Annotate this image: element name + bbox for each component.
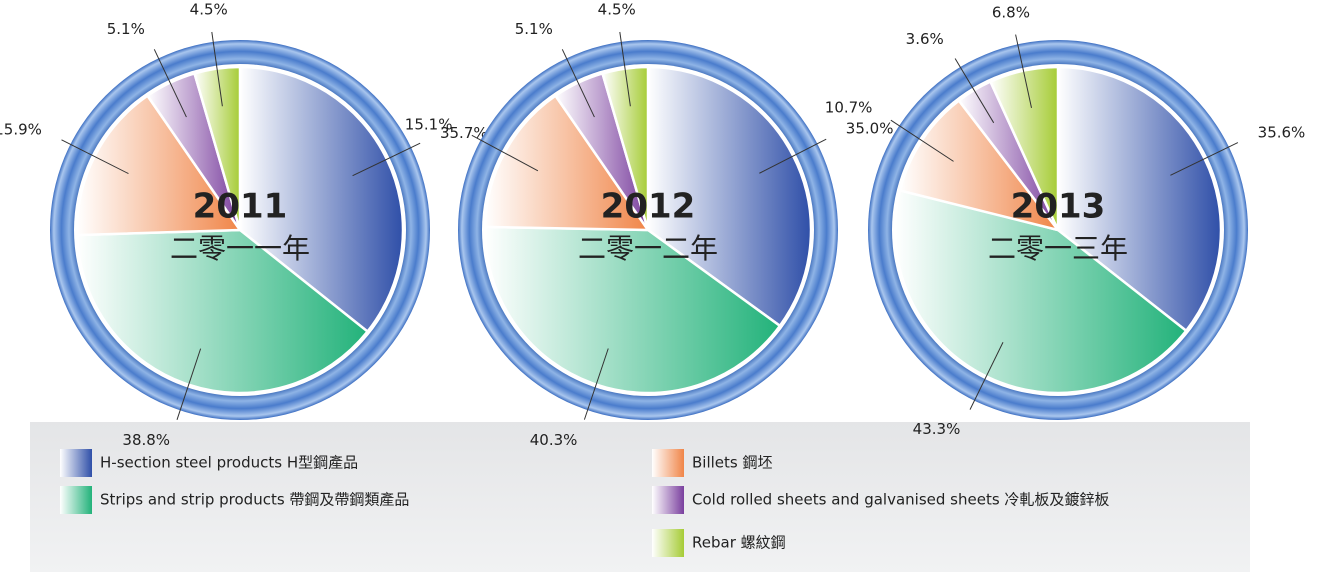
value-label: 4.5% <box>598 1 636 19</box>
value-label: 10.7% <box>825 99 873 117</box>
pie-subtitle: 二零一一年 <box>170 232 310 265</box>
pie-title: 2012 <box>601 187 696 227</box>
leader-line <box>954 58 995 124</box>
leader-line <box>1170 142 1239 176</box>
legend-label: Cold rolled sheets and galvanised sheets… <box>692 491 1109 509</box>
legend-label: H-section steel products H型鋼產品 <box>100 454 358 472</box>
value-label: 35.0% <box>846 120 894 138</box>
legend-box <box>30 422 1250 572</box>
legend-label: Billets 鋼坯 <box>692 454 773 472</box>
pie-subtitle: 二零一三年 <box>988 232 1128 265</box>
leader-line <box>471 134 539 172</box>
value-label: 43.3% <box>913 420 961 438</box>
value-label: 15.1% <box>405 115 453 133</box>
legend-swatch <box>60 449 92 477</box>
value-label: 5.1% <box>107 20 145 38</box>
value-label: 6.8% <box>992 4 1030 22</box>
value-label: 15.9% <box>0 120 42 138</box>
leader-line <box>969 342 1004 410</box>
legend-swatch <box>652 529 684 557</box>
leader-line <box>759 138 827 174</box>
leader-line <box>352 142 421 177</box>
leader-line <box>619 31 631 107</box>
leader-line <box>153 49 187 118</box>
legend-swatch <box>652 449 684 477</box>
leader-line <box>890 119 954 162</box>
leader-line <box>176 348 202 420</box>
legend-label: Rebar 螺紋鋼 <box>692 534 786 552</box>
legend-swatch <box>652 486 684 514</box>
value-label: 3.6% <box>906 30 944 48</box>
value-label: 40.3% <box>530 431 578 449</box>
value-label: 38.8% <box>122 431 170 449</box>
leader-line <box>211 31 223 107</box>
leader-line <box>61 139 129 175</box>
value-label: 35.6% <box>1258 123 1306 141</box>
pie-subtitle: 二零一二年 <box>578 232 718 265</box>
leader-line <box>1015 34 1032 108</box>
pie-title: 2013 <box>1011 187 1106 227</box>
legend-swatch <box>60 486 92 514</box>
value-label: 5.1% <box>515 20 553 38</box>
pie-title: 2011 <box>193 187 288 227</box>
value-label: 4.5% <box>190 1 228 19</box>
leader-line <box>561 49 595 118</box>
legend-label: Strips and strip products 帶鋼及帶鋼類產品 <box>100 491 409 509</box>
leader-line <box>583 348 609 420</box>
